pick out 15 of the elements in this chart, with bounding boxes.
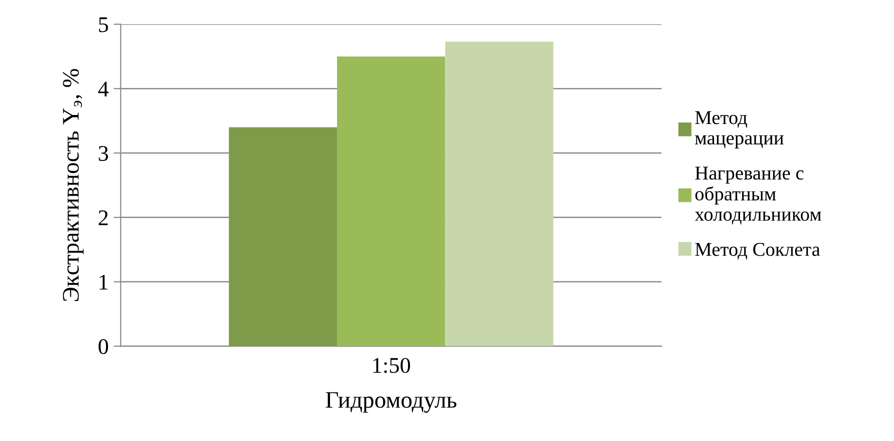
y-tick-label: 4 <box>98 82 109 96</box>
legend-label: Метод Соклета <box>695 242 820 260</box>
legend-label: Метод мацерации <box>695 111 784 148</box>
y-axis-title: Экстрактивность Y$_{э}$, % <box>62 68 84 302</box>
bar <box>445 42 554 346</box>
y-tick-label: 5 <box>99 17 108 32</box>
x-tick-label: 1:50 <box>373 358 410 374</box>
bar <box>337 56 446 346</box>
bar <box>228 127 338 346</box>
y-tick-label: 3 <box>98 146 108 161</box>
y-tick-label: 1 <box>100 274 108 290</box>
y-tick-label: 2 <box>98 210 108 226</box>
legend-label: Нагревание с обратным холодильником <box>694 166 822 224</box>
x-axis-title: Гидромодуль <box>326 392 456 413</box>
y-tick-label: 0 <box>98 339 108 354</box>
